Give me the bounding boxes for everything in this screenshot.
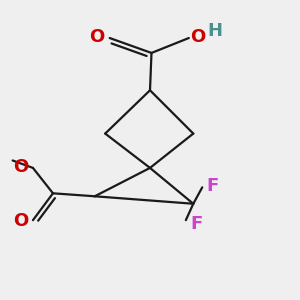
Text: O: O <box>190 28 205 46</box>
Text: O: O <box>89 28 105 46</box>
Text: F: F <box>207 177 219 195</box>
Text: O: O <box>13 212 28 230</box>
Text: H: H <box>207 22 222 40</box>
Text: O: O <box>14 158 28 176</box>
Text: F: F <box>190 215 202 233</box>
